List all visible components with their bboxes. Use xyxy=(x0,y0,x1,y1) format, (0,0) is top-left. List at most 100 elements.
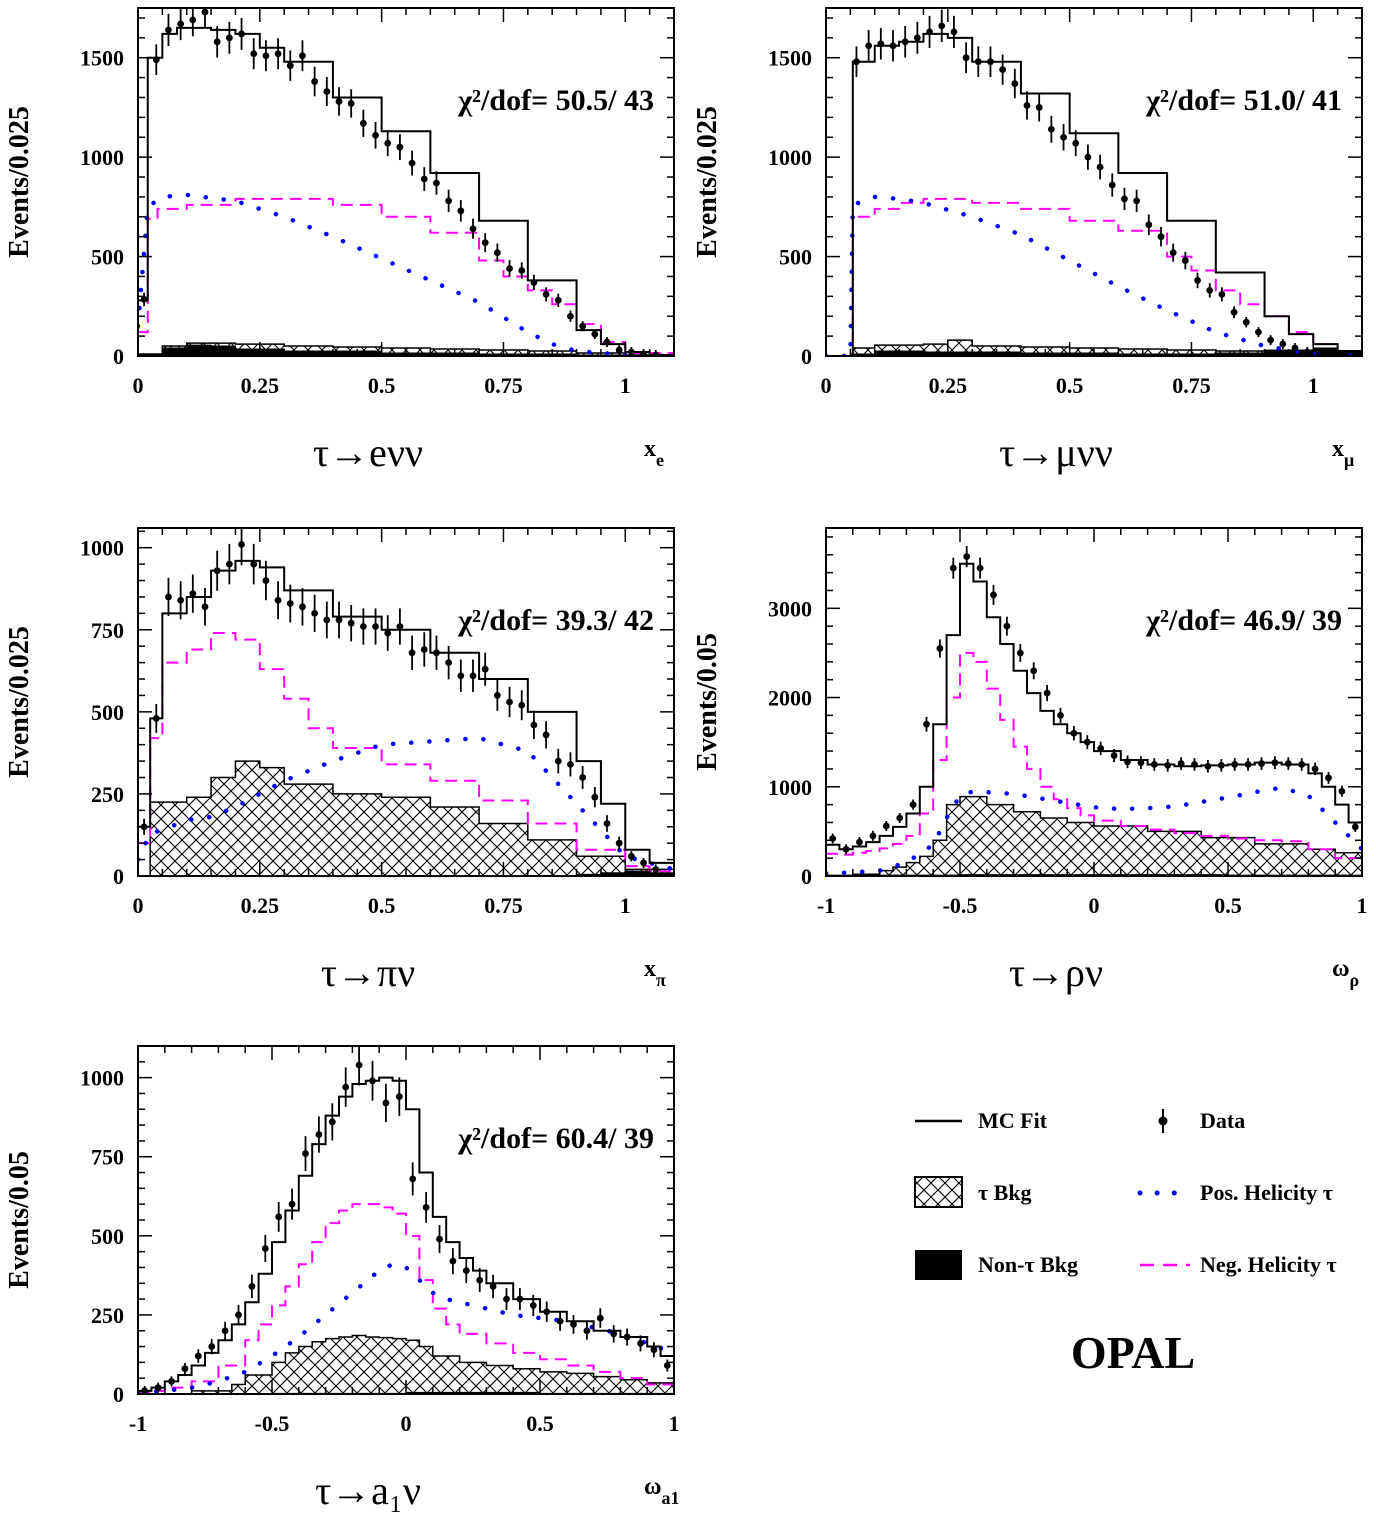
data-point xyxy=(457,207,465,215)
data-point xyxy=(1084,153,1092,161)
x-tick-label: 0.75 xyxy=(484,893,523,918)
y-tick-label: 3000 xyxy=(768,596,812,621)
y-tick-label: 500 xyxy=(91,245,124,270)
data-point xyxy=(489,1283,497,1290)
tau-bkg-area xyxy=(138,1334,674,1394)
data-point xyxy=(1110,752,1118,759)
data-point xyxy=(530,721,538,729)
y-tick-label: 0 xyxy=(801,344,812,369)
data-point xyxy=(627,348,635,356)
data-point xyxy=(140,295,148,303)
data-points xyxy=(140,528,660,875)
data-point xyxy=(275,1213,283,1221)
data-point xyxy=(506,265,513,272)
data-point xyxy=(201,8,209,16)
data-point xyxy=(1169,249,1177,256)
data-point xyxy=(359,623,367,630)
data-point xyxy=(1016,649,1024,657)
data-point xyxy=(909,801,917,809)
data-point xyxy=(603,338,611,346)
legend: MC Fit Data τ Bkg Pos. Helicity τ Non-τ … xyxy=(914,1108,1337,1378)
pos-helicity-line xyxy=(138,735,674,872)
y-tick-label: 1000 xyxy=(768,775,812,800)
channel-label: τ→μνν xyxy=(999,430,1113,475)
data-point xyxy=(615,346,623,354)
y-tick-label: 750 xyxy=(91,1145,124,1170)
data-point xyxy=(1124,758,1131,766)
pos-helicity-line xyxy=(826,194,1362,356)
plot-frame xyxy=(137,7,675,357)
x-axis-label-main: ω xyxy=(644,1474,662,1500)
legend-neg-helicity-label: Neg. Helicity τ xyxy=(1200,1252,1337,1277)
chi2-annotation: χ²/dof= 46.9/ 39 xyxy=(1145,604,1342,637)
data-point xyxy=(445,659,453,667)
data-point xyxy=(1003,622,1011,630)
data-point xyxy=(869,832,877,840)
channel-label: τ→ρν xyxy=(1009,950,1103,995)
data-point xyxy=(1083,738,1091,746)
chart-panel-3: 0 0.25 0.5 0.75 1 0 250 500 750 1000 Events/0.025 χ… xyxy=(4,527,675,995)
data-point xyxy=(1011,80,1019,87)
data-point xyxy=(1043,689,1051,697)
x-tick-label: 0 xyxy=(133,373,144,398)
y-tick-label: 500 xyxy=(779,245,812,270)
data-point xyxy=(1194,277,1201,284)
data-points xyxy=(853,9,1348,356)
data-point xyxy=(529,1302,537,1309)
data-point xyxy=(640,350,647,356)
data-point xyxy=(372,131,379,139)
x-axis-label-main: ω xyxy=(1332,956,1350,982)
data-point xyxy=(1298,761,1306,768)
data-point xyxy=(315,1131,323,1138)
data-point xyxy=(299,52,306,60)
x-tick-label: 1 xyxy=(669,1411,680,1436)
x-tick-label: 1 xyxy=(1308,373,1319,398)
data-point xyxy=(554,296,562,304)
data-point xyxy=(384,139,392,147)
data-point xyxy=(165,26,172,34)
x-tick-label: 0.25 xyxy=(929,373,968,398)
data-point xyxy=(335,616,343,624)
legend-mc-fit-label: MC Fit xyxy=(978,1108,1048,1133)
data-point xyxy=(396,143,404,151)
data-point xyxy=(516,1295,524,1303)
legend-non-tau-bkg-label: Non-τ Bkg xyxy=(978,1252,1078,1277)
data-point xyxy=(1284,760,1292,767)
data-point xyxy=(1047,125,1055,133)
data-point xyxy=(962,54,970,62)
data-point xyxy=(1340,351,1348,356)
data-point xyxy=(462,1267,470,1275)
data-point xyxy=(408,159,416,167)
data-point xyxy=(591,793,599,801)
data-point xyxy=(311,609,319,617)
data-point xyxy=(901,38,909,46)
chart-panel-4: -1 -0.5 0 0.5 1 0 1000 2000 3000 Events/0.05 χ²/do… xyxy=(692,527,1368,995)
data-point xyxy=(481,665,489,673)
data-point xyxy=(542,731,550,739)
x-tick-label: 0 xyxy=(133,893,144,918)
data-point xyxy=(1137,759,1145,767)
data-point xyxy=(225,560,233,568)
data-point xyxy=(842,845,850,853)
x-tick-label: 1 xyxy=(620,373,631,398)
data-point xyxy=(506,698,513,706)
x-axis-label: xπ xyxy=(644,956,666,990)
data-point xyxy=(177,596,185,604)
data-point xyxy=(650,1346,658,1354)
data-point xyxy=(1164,761,1172,769)
data-point xyxy=(556,1317,564,1325)
data-point xyxy=(889,42,897,50)
data-point xyxy=(923,720,930,728)
plot-frame xyxy=(825,7,1363,357)
data-point xyxy=(627,852,635,860)
y-axis-label: Events/0.05 xyxy=(692,633,723,771)
y-tick-label: 1000 xyxy=(80,145,124,170)
data-point xyxy=(1181,257,1189,264)
data-point xyxy=(469,225,477,233)
data-point xyxy=(481,239,489,247)
data-point xyxy=(476,1276,484,1284)
data-point xyxy=(554,757,562,765)
mc-fit-line xyxy=(826,562,1362,851)
data-point xyxy=(238,541,245,548)
data-point xyxy=(225,34,233,42)
